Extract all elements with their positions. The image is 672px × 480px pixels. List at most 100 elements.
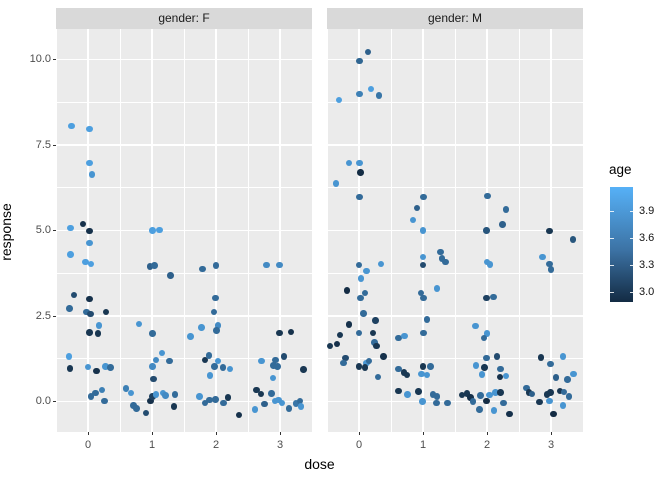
data-point xyxy=(433,393,441,400)
data-point xyxy=(356,159,363,167)
data-point xyxy=(212,396,219,403)
data-point xyxy=(86,125,93,133)
data-point xyxy=(150,375,157,383)
data-point xyxy=(68,122,75,130)
data-point xyxy=(285,405,293,412)
data-point xyxy=(235,411,243,419)
data-point xyxy=(477,392,484,399)
data-point xyxy=(423,371,431,379)
data-point xyxy=(212,294,219,302)
data-point xyxy=(559,402,567,409)
data-point xyxy=(502,206,510,213)
gridline-major-vertical xyxy=(215,29,217,432)
data-point xyxy=(437,248,444,256)
data-point xyxy=(361,289,368,297)
data-point xyxy=(418,370,425,378)
data-point xyxy=(66,365,74,372)
y-tick-label: 10.0 xyxy=(29,53,51,65)
data-point xyxy=(483,354,490,362)
data-point xyxy=(67,251,74,258)
data-point xyxy=(480,334,488,342)
data-point xyxy=(486,391,493,399)
data-point xyxy=(423,316,431,323)
data-point xyxy=(569,236,576,243)
x-tick-label: 0 xyxy=(84,439,92,451)
data-point xyxy=(369,329,377,336)
data-point xyxy=(550,410,557,418)
data-point xyxy=(336,331,344,339)
y-tick-label: 7.5 xyxy=(35,138,51,151)
data-point xyxy=(377,260,384,268)
x-tick-mark xyxy=(279,432,281,435)
y-tick-label: 2.5 xyxy=(35,309,51,322)
data-point xyxy=(380,353,387,360)
data-point xyxy=(87,260,95,268)
x-tick-mark xyxy=(550,432,552,435)
data-point xyxy=(546,397,553,405)
data-point xyxy=(360,310,367,317)
data-point xyxy=(483,397,490,405)
data-point xyxy=(546,227,553,235)
y-tick-label: 0.0 xyxy=(35,395,51,407)
data-point xyxy=(429,391,437,398)
data-point xyxy=(523,384,530,392)
data-point xyxy=(253,386,260,394)
data-point xyxy=(433,285,441,292)
data-point xyxy=(332,180,340,187)
data-point xyxy=(345,321,352,328)
data-point xyxy=(502,372,510,380)
data-point xyxy=(442,258,449,266)
data-point xyxy=(158,349,166,357)
data-point xyxy=(152,356,160,364)
y-tick-label: 5.0 xyxy=(35,224,51,236)
legend-title: age xyxy=(609,162,632,177)
data-point xyxy=(469,398,477,405)
data-point xyxy=(419,227,427,234)
data-point xyxy=(171,391,179,398)
data-point xyxy=(147,397,154,405)
data-point xyxy=(86,295,93,303)
data-point xyxy=(357,169,364,176)
data-point xyxy=(345,159,352,167)
data-point xyxy=(67,224,74,232)
data-point xyxy=(275,396,282,404)
data-point xyxy=(214,322,222,329)
data-point xyxy=(413,204,421,212)
data-point xyxy=(127,389,135,397)
legend-tick-mark xyxy=(629,210,633,212)
data-point xyxy=(419,253,427,261)
gridline-major-horizontal xyxy=(56,229,312,232)
data-point xyxy=(486,261,494,268)
legend-colorbar xyxy=(610,187,633,302)
x-tick-label: 2 xyxy=(212,439,220,451)
data-point xyxy=(102,363,109,370)
data-point xyxy=(342,354,349,362)
data-point xyxy=(213,327,220,334)
data-point xyxy=(364,48,372,56)
data-point xyxy=(149,330,156,337)
legend-tick-mark xyxy=(629,237,633,239)
data-point xyxy=(278,399,286,407)
data-point xyxy=(268,390,275,397)
data-point xyxy=(79,220,87,228)
y-tick-mark xyxy=(53,59,56,60)
data-point xyxy=(356,193,363,201)
data-point xyxy=(101,397,108,405)
data-point xyxy=(490,293,497,301)
gridline-major-horizontal xyxy=(56,58,312,61)
legend-tick-mark xyxy=(629,264,633,266)
data-point xyxy=(280,353,288,360)
legend-tick-mark xyxy=(610,237,614,239)
data-point xyxy=(547,360,554,368)
data-point xyxy=(476,406,483,413)
legend-tick-mark xyxy=(629,291,633,293)
gridline-major-vertical xyxy=(358,29,360,432)
data-point xyxy=(95,322,103,329)
data-point xyxy=(83,308,90,316)
data-point xyxy=(367,85,375,93)
data-point xyxy=(559,353,567,360)
x-tick-label: 0 xyxy=(355,439,363,451)
data-point xyxy=(269,374,277,382)
data-point xyxy=(226,365,234,373)
